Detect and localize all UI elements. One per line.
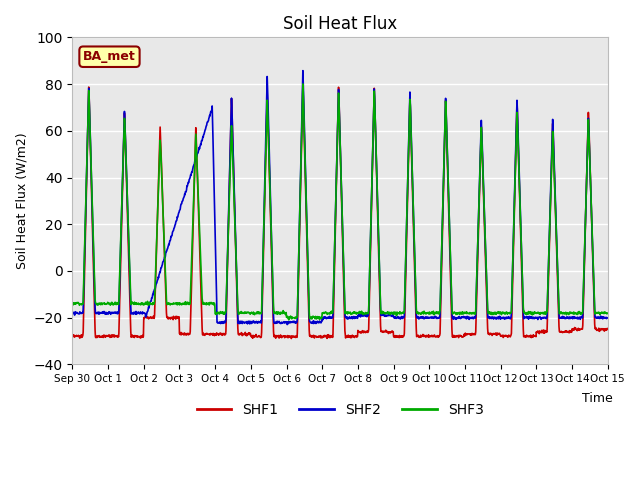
SHF2 bbox=[493, 314, 501, 320]
Text: BA_met: BA_met bbox=[83, 50, 136, 63]
SHF3 bbox=[299, 81, 307, 87]
SHF2 bbox=[299, 68, 307, 73]
SHF1 bbox=[541, 330, 548, 336]
SHF2 bbox=[188, 170, 195, 176]
SHF1 bbox=[299, 84, 307, 89]
SHF1 bbox=[175, 314, 182, 320]
X-axis label: Time: Time bbox=[582, 392, 612, 405]
SHF1 bbox=[68, 332, 76, 338]
Line: SHF1: SHF1 bbox=[72, 86, 607, 338]
SHF2 bbox=[604, 315, 611, 321]
Legend: SHF1, SHF2, SHF3: SHF1, SHF2, SHF3 bbox=[191, 398, 489, 423]
SHF3 bbox=[424, 310, 431, 315]
SHF2 bbox=[175, 211, 182, 217]
SHF1 bbox=[424, 333, 431, 339]
SHF3 bbox=[604, 310, 611, 316]
SHF3 bbox=[541, 310, 548, 316]
SHF2 bbox=[68, 310, 76, 316]
Title: Soil Heat Flux: Soil Heat Flux bbox=[283, 15, 397, 33]
SHF3 bbox=[285, 317, 292, 323]
SHF1 bbox=[493, 332, 501, 338]
SHF2 bbox=[248, 321, 255, 326]
SHF3 bbox=[248, 310, 255, 316]
Line: SHF2: SHF2 bbox=[72, 71, 607, 324]
Y-axis label: Soil Heat Flux (W/m2): Soil Heat Flux (W/m2) bbox=[15, 132, 28, 269]
SHF3 bbox=[493, 310, 501, 316]
SHF2 bbox=[424, 314, 431, 320]
SHF2 bbox=[541, 315, 548, 321]
SHF3 bbox=[188, 266, 195, 272]
SHF2 bbox=[284, 322, 291, 327]
SHF1 bbox=[248, 333, 255, 338]
SHF1 bbox=[604, 325, 611, 331]
Line: SHF3: SHF3 bbox=[72, 84, 607, 320]
SHF1 bbox=[188, 288, 195, 294]
SHF1 bbox=[287, 336, 295, 341]
SHF3 bbox=[68, 301, 76, 307]
SHF3 bbox=[175, 300, 182, 306]
